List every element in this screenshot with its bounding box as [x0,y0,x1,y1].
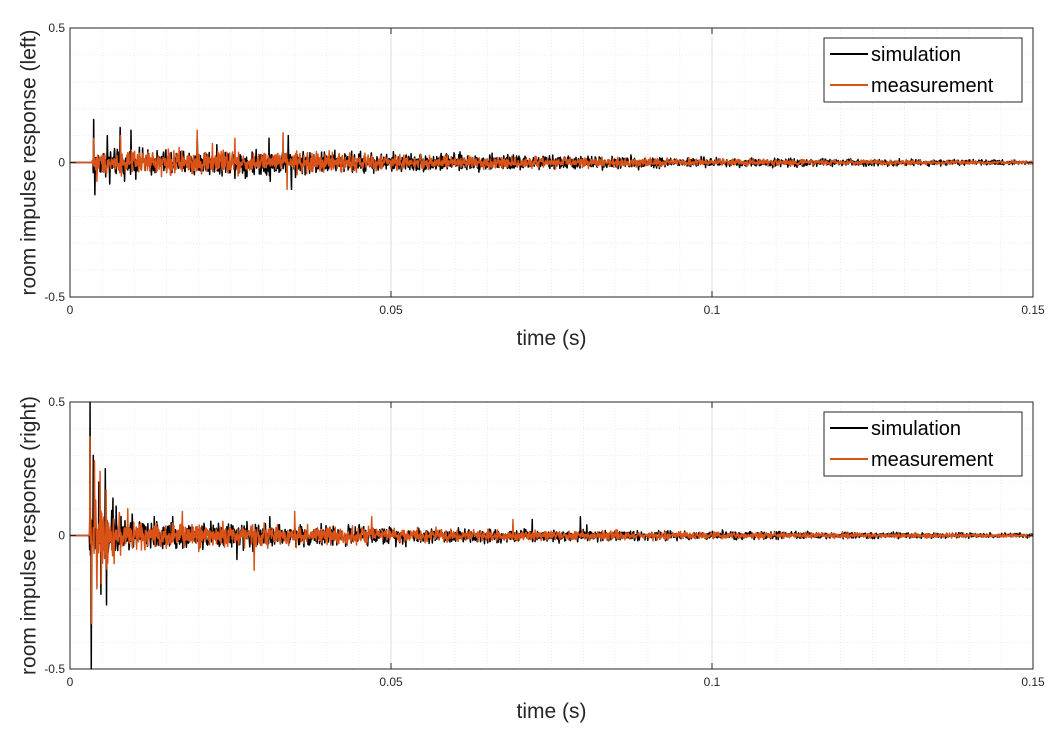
tick-labels: 0 0.05 0.1 0.15-0.500.5 [44,21,1045,317]
y-tick-label: -0.5 [44,662,65,676]
legend-box [823,411,1023,477]
y-tick-label: 0.5 [48,395,65,409]
x-tick-label: 0.1 [704,303,721,317]
chart-left-channel: 0 0.05 0.1 0.15-0.500.5 time (s) room impul… [18,21,1045,350]
x-axis-label: time (s) [517,327,587,350]
x-tick-label: 0.15 [1021,675,1045,689]
y-tick-label: 0.5 [48,21,65,35]
legend-label-simulation: simulation [871,44,961,66]
y-tick-label: 0 [58,529,65,543]
x-tick-label: 0 [67,303,74,317]
y-axis-label: room impulse response (left) [18,29,41,295]
x-tick-label: 0.1 [704,675,721,689]
tick-labels: 0 0.05 0.1 0.15-0.500.5 [44,395,1045,689]
series-layer [69,118,1034,196]
legend: simulation measurement [823,37,1023,103]
legend-label-measurement: measurement [871,75,994,97]
legend-box [823,37,1023,103]
x-tick-label: 0.05 [379,303,403,317]
series-layer [69,401,1034,670]
y-tick-label: 0 [58,156,65,170]
y-axis-label: room impulse response (right) [18,396,41,675]
x-tick-label: 0.05 [379,675,403,689]
x-tick-label: 0 [67,675,74,689]
x-tick-label: 0.15 [1021,303,1045,317]
y-tick-label: -0.5 [44,290,65,304]
series-line-measurement [69,129,1034,191]
series-line-measurement [69,435,1034,625]
tick-marks [69,401,1034,670]
legend-label-simulation: simulation [871,418,961,440]
legend: simulation measurement [823,411,1023,477]
x-axis-label: time (s) [517,700,587,723]
legend-label-measurement: measurement [871,449,994,471]
chart-right-channel: 0 0.05 0.1 0.15-0.500.5 time (s) room impul… [18,395,1045,723]
tick-marks [69,27,1034,298]
